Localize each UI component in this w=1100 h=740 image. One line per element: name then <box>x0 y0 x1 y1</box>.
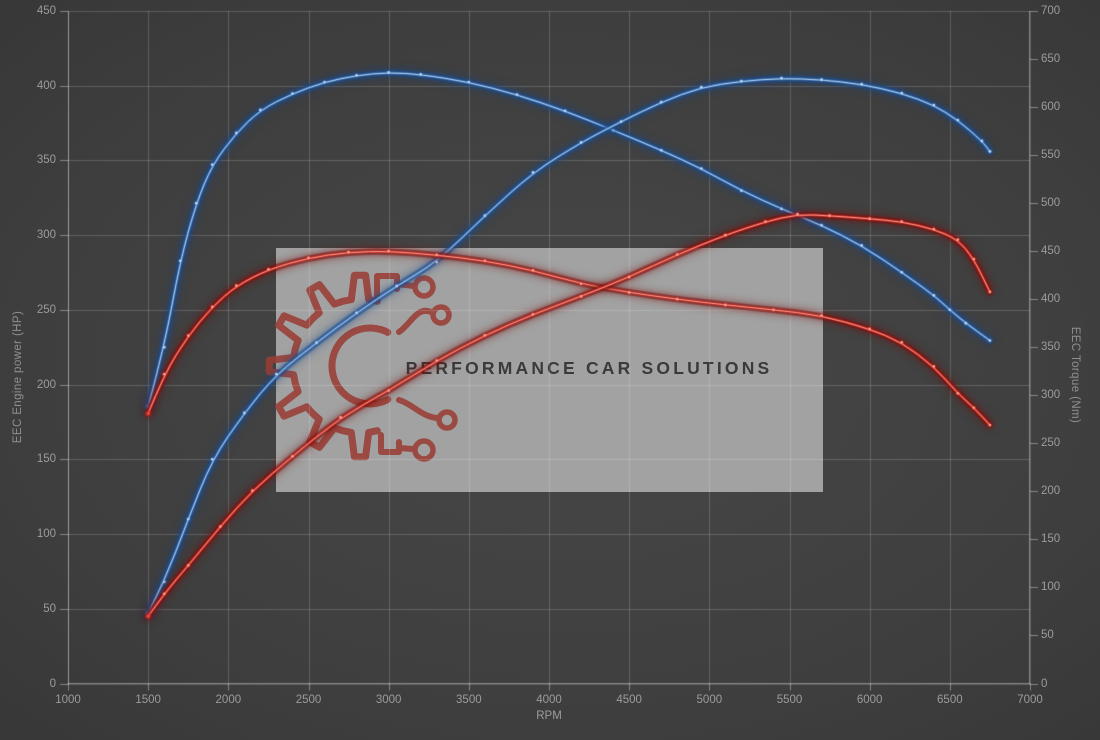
x-axis-tick-label: 1000 <box>55 694 81 706</box>
left-axis-tick-label: 400 <box>36 79 56 92</box>
right-axis-tick-label: 250 <box>1041 437 1061 450</box>
right-axis-tick-label: 350 <box>1041 341 1061 354</box>
right-axis-tick-label: 0 <box>1041 677 1048 690</box>
right-axis-tick-label: 50 <box>1041 629 1054 642</box>
left-axis-tick-label: 450 <box>36 5 56 17</box>
right-axis-tick-label: 550 <box>1041 149 1061 162</box>
x-axis-tick-label: 6500 <box>937 694 963 706</box>
x-axis-tick-label: 2500 <box>295 694 322 706</box>
left-axis-tick-label: 250 <box>36 303 56 316</box>
right-axis-tick-label: 700 <box>1041 5 1061 17</box>
right-axis-tick-label: 300 <box>1041 389 1061 402</box>
left-axis-tick-label: 0 <box>49 677 56 690</box>
right-axis-title: EEC Torque (Nm) <box>1069 326 1081 424</box>
x-axis-tick-label: 5500 <box>776 694 803 706</box>
left-axis-tick-label: 100 <box>36 528 56 541</box>
right-axis-tick-label: 600 <box>1041 101 1061 114</box>
x-axis-tick-label: 4000 <box>536 694 562 706</box>
x-axis-tick-label: 2000 <box>215 694 242 706</box>
right-axis-tick-label: 100 <box>1041 581 1061 594</box>
right-axis-tick-label: 400 <box>1041 293 1061 306</box>
x-axis-title: RPM <box>536 710 562 722</box>
left-axis-tick-label: 350 <box>36 154 56 167</box>
x-axis-tick-label: 3000 <box>375 694 402 706</box>
x-axis-tick-label: 4500 <box>616 694 642 706</box>
x-axis-tick-label: 3500 <box>456 694 482 706</box>
right-axis-tick-label: 500 <box>1041 197 1061 210</box>
right-axis-tick-label: 650 <box>1041 53 1061 66</box>
right-axis-tick-label: 450 <box>1041 245 1061 258</box>
x-axis-tick-label: 5000 <box>696 694 723 706</box>
left-axis-title: EEC Engine power (HP) <box>12 310 24 444</box>
left-axis-tick-label: 200 <box>36 378 56 391</box>
x-axis-tick-label: 6000 <box>856 694 883 706</box>
left-axis-tick-label: 300 <box>36 229 56 242</box>
left-axis-tick-label: 50 <box>43 602 56 615</box>
left-axis-tick-label: 150 <box>36 453 56 466</box>
x-axis-tick-label: 7000 <box>1017 694 1043 706</box>
right-axis-tick-label: 150 <box>1041 533 1061 546</box>
right-axis-tick-label: 200 <box>1041 485 1061 498</box>
x-axis-tick-label: 1500 <box>135 694 161 706</box>
